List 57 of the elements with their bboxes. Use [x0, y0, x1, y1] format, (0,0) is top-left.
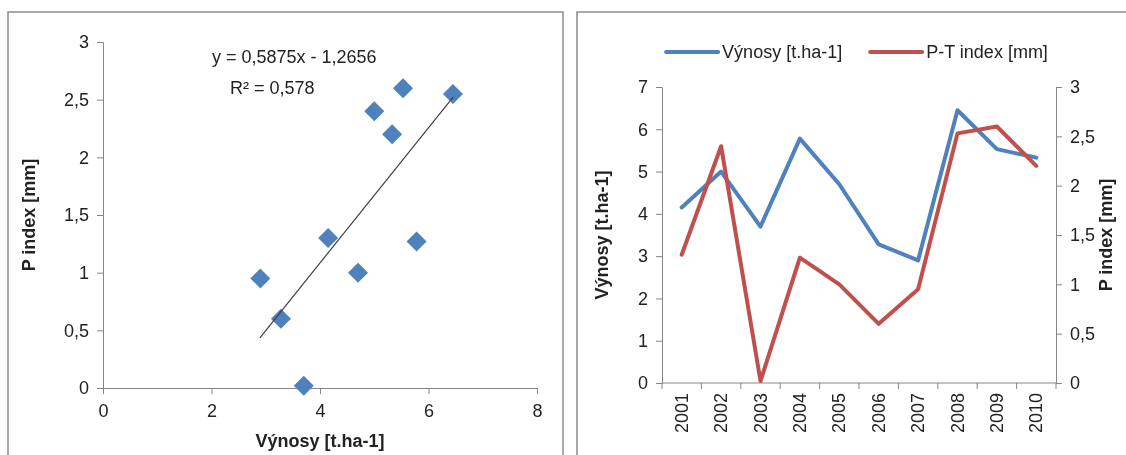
y2-tick-label: 2,5 — [1070, 126, 1096, 147]
x-tick-label: 6 — [423, 400, 435, 421]
line-series — [679, 124, 1039, 384]
legend-label: Výnosy [t.ha-1] — [722, 42, 843, 62]
y-tick-label: 3 — [637, 246, 648, 267]
x-tick-label: 2 — [206, 400, 218, 421]
point — [406, 231, 427, 252]
x-tick-label: 8 — [532, 400, 543, 421]
annotation: y = 0,5875x - 1,2656 — [212, 47, 377, 67]
y-axis-title: P index [mm] — [19, 158, 39, 272]
x-tick-label: 2008 — [947, 393, 968, 434]
point — [250, 268, 271, 289]
x-tick-label: 0 — [98, 400, 109, 421]
annotation: R² = 0,578 — [230, 78, 315, 98]
y-tick-label: 5 — [637, 161, 648, 182]
y2-tick-label: 1,5 — [1070, 225, 1096, 246]
x-tick-label: 2002 — [711, 393, 732, 434]
y2-tick-label: 2 — [1070, 175, 1081, 196]
x-tick-label: 2001 — [671, 393, 692, 434]
y-tick-label: 0 — [78, 378, 89, 399]
y-tick-label: 3 — [78, 32, 89, 53]
x-axis-title: Výnosy [t.ha-1] — [255, 431, 385, 451]
x-tick-label: 2006 — [868, 393, 889, 434]
y-tick-label: 0,5 — [63, 320, 89, 341]
point — [318, 228, 339, 249]
x-tick-label: 2005 — [829, 393, 850, 434]
y-tick-label: 1,5 — [63, 205, 89, 226]
x-tick-label: 2010 — [1026, 393, 1047, 434]
point — [382, 124, 403, 145]
y-tick-label: 6 — [637, 119, 648, 140]
y2-tick-label: 0 — [1070, 373, 1081, 394]
point — [293, 375, 314, 396]
line-series — [679, 108, 1039, 263]
y-tick-label: 1 — [78, 262, 89, 283]
y2-tick-label: 1 — [1070, 274, 1081, 295]
x-tick-label: 2007 — [908, 393, 929, 434]
y2-tick-label: 3 — [1070, 77, 1081, 98]
y-tick-label: 2 — [637, 288, 648, 309]
legend-label: P-T index [mm] — [926, 42, 1048, 62]
x-tick-label: 2004 — [789, 393, 810, 434]
x-tick-label: 2009 — [986, 393, 1007, 434]
y-tick-label: 2 — [78, 147, 89, 168]
y-tick-label: 1 — [637, 330, 648, 351]
y-tick-label: 2,5 — [63, 89, 89, 110]
y-tick-label: 4 — [637, 204, 648, 225]
point — [442, 83, 463, 104]
point — [393, 78, 413, 99]
point — [347, 262, 368, 283]
point — [270, 308, 291, 329]
y-tick-label: 0 — [637, 373, 648, 394]
y2-tick-label: 0,5 — [1070, 323, 1096, 344]
y-tick-label: 7 — [637, 77, 648, 98]
y2-axis-title: P index [mm] — [1096, 178, 1116, 292]
y-axis-title: Výnosy [t.ha-1] — [592, 170, 612, 300]
point — [364, 101, 385, 122]
x-tick-label: 2003 — [750, 393, 771, 434]
x-tick-label: 4 — [315, 400, 326, 421]
